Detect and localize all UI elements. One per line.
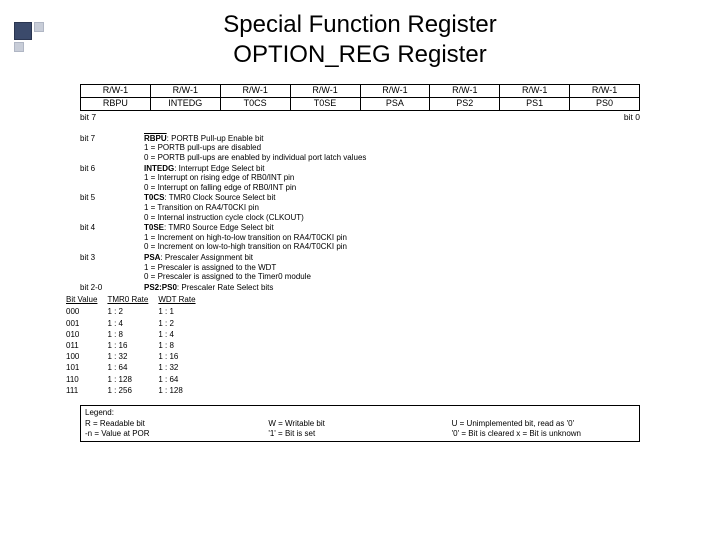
bit-rw: R/W-1 (360, 85, 430, 98)
ps-header-cell: Bit Value (66, 295, 105, 305)
bit-name: PS1 (500, 97, 570, 110)
bit-description-row: bit 7RBPU: PORTB Pull-up Enable bit1 = P… (80, 134, 640, 163)
ps-cell: 111 (66, 386, 105, 395)
bit-name: T0CS (220, 97, 290, 110)
bit-label: bit 6 (80, 164, 144, 193)
bit-descriptions: bit 7RBPU: PORTB Pull-up Enable bit1 = P… (80, 134, 640, 293)
ps-cell: 101 (66, 363, 105, 372)
table-row: 0111 : 161 : 8 (66, 341, 204, 350)
ps-cell: 011 (66, 341, 105, 350)
decoration-square (14, 42, 24, 52)
decoration-square (34, 22, 44, 32)
bit-label: bit 4 (80, 223, 144, 252)
prescaler-rate-table: Bit ValueTMR0 RateWDT Rate0001 : 21 : 10… (64, 293, 206, 397)
ps-cell: 010 (66, 330, 105, 339)
table-row: 0101 : 81 : 4 (66, 330, 204, 339)
table-row: RBPU INTEDG T0CS T0SE PSA PS2 PS1 PS0 (81, 97, 640, 110)
table-row: 1011 : 641 : 32 (66, 363, 204, 372)
bit-rw: R/W-1 (220, 85, 290, 98)
ps-cell: 1 : 32 (107, 352, 156, 361)
bit-description-row: bit 3PSA: Prescaler Assignment bit1 = Pr… (80, 253, 640, 282)
legend-cell: -n = Value at POR (85, 429, 268, 439)
bit7-marker: bit 7 (80, 112, 96, 122)
table-row: 1111 : 2561 : 128 (66, 386, 204, 395)
ps-cell: 1 : 32 (158, 363, 203, 372)
legend-box: Legend: R = Readable bit W = Writable bi… (80, 405, 640, 442)
bit-name-label: RBPU (103, 98, 128, 108)
title-line-2: OPTION_REG Register (233, 41, 486, 68)
ps-cell: 1 : 64 (158, 375, 203, 384)
bit-position-markers: bit 7 bit 0 (80, 112, 640, 122)
table-row: 0011 : 41 : 2 (66, 319, 204, 328)
ps-cell: 1 : 8 (107, 330, 156, 339)
bit-description: INTEDG: Interrupt Edge Select bit1 = Int… (144, 164, 640, 193)
ps-cell: 1 : 4 (107, 319, 156, 328)
ps-cell: 1 : 16 (158, 352, 203, 361)
slide-corner-decoration (14, 22, 50, 58)
table-row: 0001 : 21 : 1 (66, 307, 204, 316)
bit-label: bit 7 (80, 134, 144, 163)
bit0-marker: bit 0 (624, 112, 640, 122)
ps-cell: 110 (66, 375, 105, 384)
ps-cell: 1 : 4 (158, 330, 203, 339)
bit-rw: R/W-1 (150, 85, 220, 98)
ps-header-cell: WDT Rate (158, 295, 203, 305)
bit-rw: R/W-1 (570, 85, 640, 98)
bit-name: PS0 (570, 97, 640, 110)
bit-description-row: bit 5T0CS: TMR0 Clock Source Select bit1… (80, 193, 640, 222)
bit-description-row: bit 6INTEDG: Interrupt Edge Select bit1 … (80, 164, 640, 193)
bit-description: PS2:PS0: Prescaler Rate Select bits (144, 283, 640, 293)
bit-description-row: bit 2-0PS2:PS0: Prescaler Rate Select bi… (80, 283, 640, 293)
bit-description: RBPU: PORTB Pull-up Enable bit1 = PORTB … (144, 134, 640, 163)
bit-name: PS2 (430, 97, 500, 110)
ps-cell: 1 : 128 (107, 375, 156, 384)
legend-title: Legend: (85, 408, 635, 418)
table-row: 1101 : 1281 : 64 (66, 375, 204, 384)
decoration-square (14, 22, 32, 40)
bit-description: PSA: Prescaler Assignment bit1 = Prescal… (144, 253, 640, 282)
ps-cell: 1 : 256 (107, 386, 156, 395)
bit-rw: R/W-1 (290, 85, 360, 98)
bit-name: PSA (360, 97, 430, 110)
bit-label: bit 2-0 (80, 283, 144, 293)
ps-cell: 1 : 2 (107, 307, 156, 316)
bit-label: bit 3 (80, 253, 144, 282)
table-row: 1001 : 321 : 16 (66, 352, 204, 361)
title-line-1: Special Function Register (223, 11, 496, 38)
slide-title: Special Function Register OPTION_REG Reg… (0, 10, 720, 70)
legend-row: R = Readable bit W = Writable bit U = Un… (85, 419, 635, 429)
ps-cell: 100 (66, 352, 105, 361)
legend-cell: '0' = Bit is cleared x = Bit is unknown (452, 429, 635, 439)
bit-name: RBPU (81, 97, 151, 110)
ps-cell: 1 : 64 (107, 363, 156, 372)
bit-name: INTEDG (150, 97, 220, 110)
ps-cell: 1 : 128 (158, 386, 203, 395)
bit-description-row: bit 4T0SE: TMR0 Source Edge Select bit1 … (80, 223, 640, 252)
legend-cell: W = Writable bit (268, 419, 451, 429)
legend-cell: '1' = Bit is set (268, 429, 451, 439)
legend-cell: R = Readable bit (85, 419, 268, 429)
bit-rw: R/W-1 (430, 85, 500, 98)
ps-cell: 1 : 1 (158, 307, 203, 316)
ps-header-cell: TMR0 Rate (107, 295, 156, 305)
ps-cell: 1 : 2 (158, 319, 203, 328)
bit-name: T0SE (290, 97, 360, 110)
bit-label: bit 5 (80, 193, 144, 222)
ps-cell: 001 (66, 319, 105, 328)
ps-cell: 000 (66, 307, 105, 316)
bit-rw: R/W-1 (81, 85, 151, 98)
ps-cell: 1 : 8 (158, 341, 203, 350)
legend-row: -n = Value at POR '1' = Bit is set '0' =… (85, 429, 635, 439)
legend-cell: U = Unimplemented bit, read as '0' (452, 419, 635, 429)
bit-rw: R/W-1 (500, 85, 570, 98)
bit-description: T0SE: TMR0 Source Edge Select bit1 = Inc… (144, 223, 640, 252)
register-bit-table: R/W-1 R/W-1 R/W-1 R/W-1 R/W-1 R/W-1 R/W-… (80, 84, 640, 111)
table-row: Bit ValueTMR0 RateWDT Rate (66, 295, 204, 305)
ps-cell: 1 : 16 (107, 341, 156, 350)
table-row: R/W-1 R/W-1 R/W-1 R/W-1 R/W-1 R/W-1 R/W-… (81, 85, 640, 98)
bit-description: T0CS: TMR0 Clock Source Select bit1 = Tr… (144, 193, 640, 222)
